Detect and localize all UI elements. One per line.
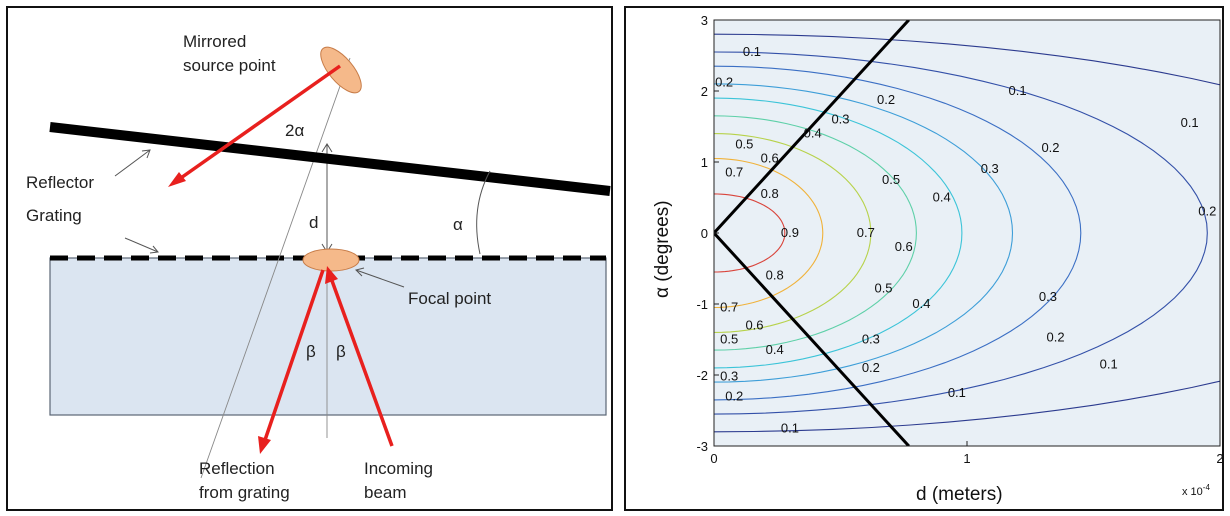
contour-label: 0.3 — [981, 161, 999, 176]
x-tick-label: 1 — [963, 451, 970, 466]
boundary-lines-group — [714, 20, 910, 446]
grating-substrate — [49, 257, 607, 416]
d-label: d — [309, 213, 318, 232]
reflector-bar — [49, 122, 611, 196]
grating-leader — [124, 237, 159, 253]
reflector-label: Reflector — [26, 173, 94, 192]
contour-label: 0.7 — [725, 165, 743, 180]
contour-label: 0.2 — [715, 74, 733, 89]
contour-label: 0.3 — [831, 111, 849, 126]
contour-label: 0.1 — [1009, 83, 1027, 98]
y-axis-title: α (degrees) — [652, 200, 673, 298]
contour-line-0-8 — [714, 157, 824, 309]
focal-point-ellipse — [302, 248, 360, 272]
contour-label: 0.1 — [743, 44, 761, 59]
contour-label: 0.4 — [912, 296, 930, 311]
x-axis-title: d (meters) — [916, 484, 1003, 505]
y-tick-label: -3 — [696, 439, 708, 454]
contour-label: 0.9 — [781, 225, 799, 240]
beta-left-label: β — [306, 342, 316, 361]
contour-label: 0.2 — [1047, 329, 1065, 344]
contour-label: 0.2 — [1041, 140, 1059, 155]
contour-line-0-9 — [714, 193, 786, 273]
contour-label: 0.3 — [720, 368, 738, 383]
axis-ticks-group: 0 1 2 -3 -2 -1 0 1 2 3 — [696, 13, 1222, 466]
plot-area-background — [714, 20, 1220, 446]
contour-label: 0.5 — [882, 172, 900, 187]
contour-chart-panel: 0.1 0.2 0.1 0.1 0.2 0.3 0.4 0.2 0.5 0.6 0.3 0.7 0.5 0… — [624, 6, 1224, 511]
contour-label: 0.5 — [720, 332, 738, 347]
contour-label: 0.8 — [761, 186, 779, 201]
boundary-line-1 — [714, 20, 910, 235]
contour-label: 0.3 — [1039, 289, 1057, 304]
contour-label: 0.6 — [895, 239, 913, 254]
y-tick-label: 2 — [701, 84, 708, 99]
contour-label: 0.5 — [874, 280, 892, 295]
y-tick-label: -1 — [696, 297, 708, 312]
x-scale-note: x 10-4 — [1182, 483, 1210, 498]
beta-right-label: β — [336, 342, 346, 361]
y-tick-label: 1 — [701, 155, 708, 170]
contour-label: 0.4 — [933, 190, 951, 205]
mirrored-source-ellipse — [320, 46, 362, 94]
two-alpha-label: 2α — [285, 121, 304, 140]
incoming-label-1: Incoming — [364, 459, 433, 478]
mirror-construction-line — [200, 57, 351, 479]
contour-label: 0.1 — [781, 420, 799, 435]
alpha-label: α — [453, 215, 463, 234]
grating-diagram-panel: Mirrored source point 2α Reflector Grati… — [6, 6, 613, 511]
grating-diagram: Mirrored source point 2α Reflector Grati… — [26, 32, 611, 502]
contour-label: 0.8 — [766, 268, 784, 283]
y-tick-label: -2 — [696, 368, 708, 383]
contour-label: 0.7 — [857, 225, 875, 240]
x-tick-label: 2 — [1216, 451, 1222, 466]
y-tick-label: 0 — [701, 226, 708, 241]
grating-label: Grating — [26, 206, 82, 225]
contour-labels-group: 0.1 0.2 0.1 0.1 0.2 0.3 0.4 0.2 0.5 0.6 0.3 0.7 0.5 0… — [715, 44, 1216, 435]
boundary-line-2 — [714, 231, 910, 446]
contour-label: 0.2 — [877, 92, 895, 107]
contour-label: 0.2 — [1198, 204, 1216, 219]
contour-label: 0.5 — [735, 136, 753, 151]
x-tick-label: 0 — [710, 451, 717, 466]
reflector-leader — [114, 149, 151, 177]
y-tick-label: 3 — [701, 13, 708, 28]
mirrored-source-label-1: Mirrored — [183, 32, 246, 51]
contour-label: 0.1 — [948, 385, 966, 400]
contour-label: 0.7 — [720, 300, 738, 315]
focal-point-leader — [355, 269, 405, 288]
contour-line-0-4 — [714, 83, 1014, 383]
reflection-label-2: from grating — [199, 483, 290, 502]
focal-point-label: Focal point — [408, 289, 491, 308]
contour-line-0-5 — [714, 97, 963, 369]
mirrored-source-label-2: source point — [183, 56, 276, 75]
mirrored-beam — [176, 64, 342, 182]
reflection-beam — [263, 269, 325, 441]
contour-label: 0.1 — [1100, 356, 1118, 371]
contour-label: 0.2 — [862, 360, 880, 375]
contour-line-0-3 — [714, 65, 1082, 401]
incoming-label-2: beam — [364, 483, 407, 502]
contour-label: 0.4 — [804, 126, 822, 141]
contour-line-0-1 — [714, 33, 1220, 433]
contour-line-0-6 — [714, 115, 917, 351]
contour-line-0-2 — [714, 51, 1208, 415]
alpha-angle-arc — [476, 170, 491, 255]
reflection-label-1: Reflection — [199, 459, 275, 478]
contour-label: 0.3 — [862, 332, 880, 347]
contour-label: 0.1 — [1181, 115, 1199, 130]
contour-chart: 0.10.20.10.10.20.30.40.20.50.60.30.7 0.50… — [652, 13, 1222, 505]
contour-label: 0.4 — [766, 342, 784, 357]
contour-label: 0.6 — [761, 150, 779, 165]
incoming-beam — [329, 277, 394, 447]
contour-label: 0.2 — [725, 388, 743, 403]
contour-label: 0.6 — [745, 317, 763, 332]
